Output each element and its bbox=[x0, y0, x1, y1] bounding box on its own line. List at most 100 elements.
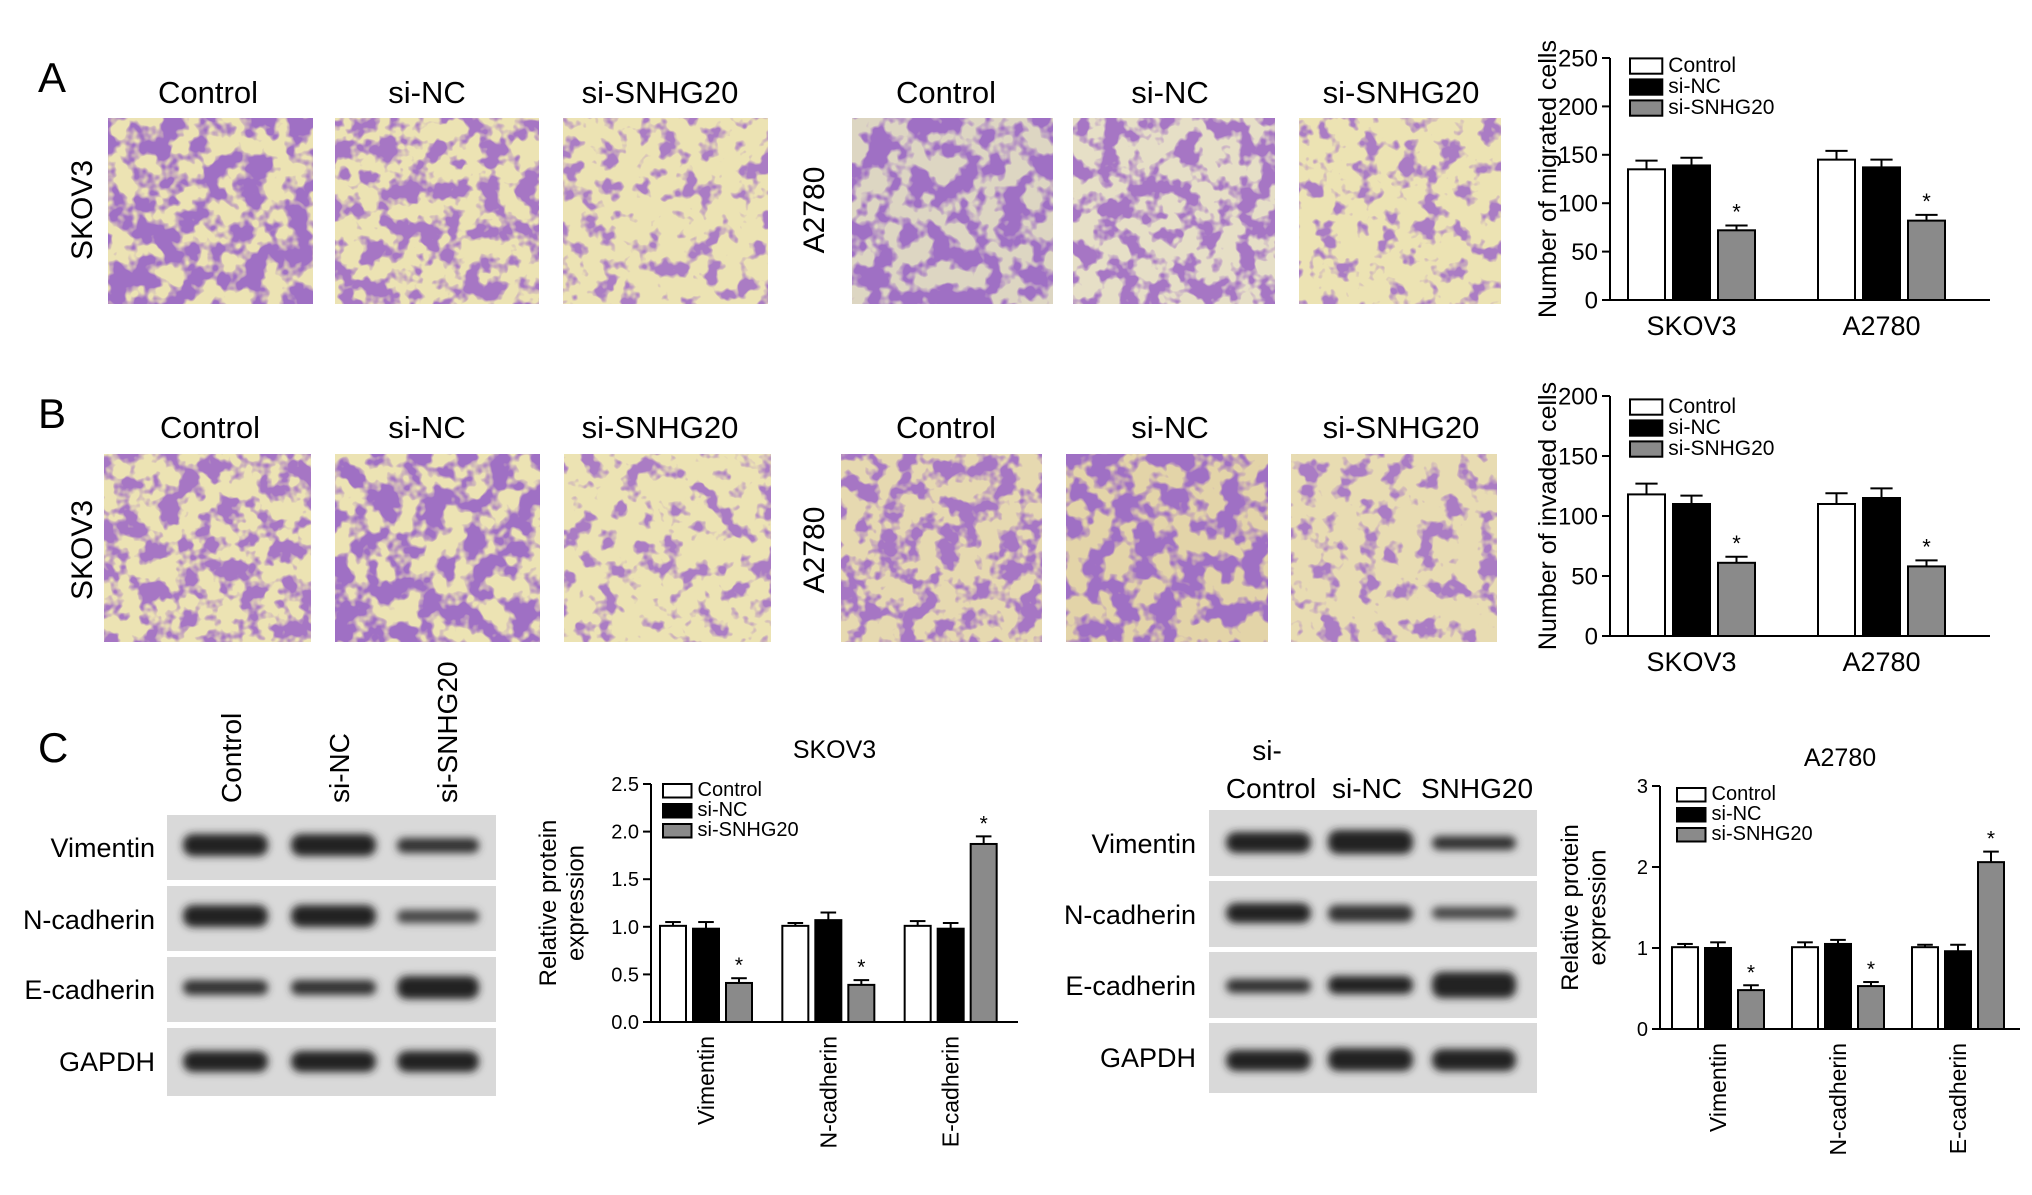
significance-asterisk: * bbox=[1732, 199, 1741, 224]
bar bbox=[725, 981, 753, 1024]
x-category-label: A2780 bbox=[1842, 647, 1920, 677]
panel-a-micrographs: Control si-NC si-SNHG20 Control si-NC si… bbox=[66, 75, 1501, 304]
legend-swatch bbox=[1629, 419, 1664, 437]
band bbox=[183, 905, 268, 927]
y-tick-label: 0.5 bbox=[611, 964, 639, 986]
y-axis-label: Relative protein bbox=[535, 820, 562, 987]
legend-swatch bbox=[1629, 78, 1664, 96]
micrograph-b-skov3-sinc bbox=[335, 454, 540, 642]
legend-label: si-NC bbox=[1668, 75, 1721, 98]
bar bbox=[659, 924, 687, 1024]
band bbox=[1226, 979, 1311, 993]
bar bbox=[969, 842, 998, 1024]
legend-label: si-NC bbox=[1712, 803, 1762, 825]
legend-swatch bbox=[1629, 99, 1664, 117]
x-category-label: Vimentin bbox=[1705, 1043, 1731, 1132]
bar bbox=[1862, 166, 1901, 301]
legend-swatch bbox=[1676, 787, 1707, 803]
y-tick-label: 0 bbox=[1585, 623, 1598, 650]
bar bbox=[1944, 950, 1972, 1030]
significance-asterisk: * bbox=[1922, 189, 1931, 214]
legend-swatch bbox=[1676, 827, 1707, 843]
micrograph-a-a2780-sisnhg20 bbox=[1299, 118, 1501, 304]
blot-right-lane-sinc: si-NC bbox=[1332, 773, 1402, 804]
legend-label: si-SNHG20 bbox=[1668, 96, 1774, 119]
bar bbox=[1672, 164, 1711, 301]
y-axis-label: Number of migrated cells bbox=[1534, 40, 1562, 318]
legend-swatch bbox=[1629, 440, 1664, 458]
x-category-label: SKOV3 bbox=[1646, 647, 1736, 677]
panel-a-group-label-sinc-a2780: si-NC bbox=[1131, 75, 1209, 110]
legend-swatch bbox=[1629, 57, 1664, 75]
micrograph-b-a2780-sinc bbox=[1066, 454, 1268, 642]
blot-right-lane-control: Control bbox=[1226, 773, 1316, 804]
blot-right-lane-sisnhg20-line1: si- bbox=[1252, 735, 1282, 766]
legend-label: si-SNHG20 bbox=[698, 819, 799, 841]
y-tick-label: 2.0 bbox=[611, 822, 639, 844]
blot-left-label-ncadherin: N-cadherin bbox=[23, 905, 155, 935]
band bbox=[1226, 903, 1311, 923]
y-axis-label: expression bbox=[563, 845, 590, 961]
panel-a-row-label-a2780: A2780 bbox=[798, 167, 831, 254]
y-tick-label: 100 bbox=[1558, 191, 1598, 218]
panel-a-group-label-sisnhg20-a2780: si-SNHG20 bbox=[1323, 75, 1480, 110]
x-category-label: A2780 bbox=[1842, 311, 1920, 341]
bar bbox=[1717, 229, 1756, 301]
significance-asterisk: * bbox=[1867, 958, 1875, 981]
y-tick-label: 3 bbox=[1637, 776, 1648, 798]
band bbox=[1432, 1049, 1516, 1071]
micrograph-a-skov3-control bbox=[108, 118, 313, 304]
band bbox=[1226, 1050, 1311, 1071]
legend-label: Control bbox=[1712, 783, 1776, 805]
y-tick-label: 2 bbox=[1637, 857, 1648, 879]
y-tick-label: 250 bbox=[1558, 45, 1598, 72]
panel-b-group-label-sisnhg20-skov3: si-SNHG20 bbox=[582, 410, 739, 445]
band bbox=[1328, 1048, 1413, 1071]
significance-asterisk: * bbox=[735, 954, 743, 977]
blot-left-lane-sisnhg20: si-SNHG20 bbox=[432, 661, 463, 803]
micrograph-a-skov3-sinc bbox=[335, 118, 539, 304]
micrograph-a-a2780-sinc bbox=[1073, 118, 1275, 304]
y-tick-label: 1 bbox=[1637, 938, 1648, 960]
y-tick-label: 0.0 bbox=[611, 1012, 639, 1034]
panel-b-group-label-sisnhg20-a2780: si-SNHG20 bbox=[1323, 410, 1480, 445]
panel-b-micrographs: Control si-NC si-SNHG20 Control si-NC si… bbox=[66, 410, 1497, 642]
bar bbox=[1672, 503, 1711, 637]
panel-a-group-label-sisnhg20-skov3: si-SNHG20 bbox=[582, 75, 739, 110]
bar bbox=[1907, 219, 1946, 301]
micrograph-a-a2780-control bbox=[852, 118, 1053, 304]
panel-b-group-label-sinc-skov3: si-NC bbox=[388, 410, 466, 445]
panel-b-group-label-control-skov3: Control bbox=[160, 410, 260, 445]
skov3-protein-bar-chart: 0.0 0.5 1.0 1.5 2.0 2.5 Relative protein expres… bbox=[535, 736, 1018, 1149]
x-category-label: Vimentin bbox=[693, 1036, 719, 1125]
panel-letter-a: A bbox=[38, 54, 66, 101]
bar bbox=[1671, 946, 1699, 1030]
significance-asterisk: * bbox=[857, 956, 865, 979]
x-category-label: N-cadherin bbox=[1825, 1043, 1851, 1156]
band bbox=[397, 1051, 479, 1072]
significance-asterisk: * bbox=[1747, 961, 1755, 984]
band bbox=[183, 834, 268, 856]
blot-right-label-ncadherin: N-cadherin bbox=[1064, 900, 1196, 930]
y-tick-label: 1.0 bbox=[611, 917, 639, 939]
band bbox=[183, 1051, 268, 1072]
significance-asterisk: * bbox=[1987, 828, 1995, 851]
a2780-protein-bar-chart: 0 1 2 3 Relative protein expression * * * Vimenti… bbox=[1557, 744, 2020, 1156]
micrograph-b-a2780-sisnhg20 bbox=[1291, 454, 1497, 642]
y-tick-label: 100 bbox=[1558, 503, 1598, 530]
y-axis-label: expression bbox=[1585, 849, 1612, 965]
panel-a-group-label-control-skov3: Control bbox=[158, 75, 258, 110]
legend-label: Control bbox=[1668, 54, 1736, 77]
y-tick-label: 0 bbox=[1637, 1019, 1648, 1041]
y-tick-label: 0 bbox=[1585, 287, 1598, 314]
bar bbox=[1627, 493, 1666, 637]
bar bbox=[1911, 946, 1939, 1030]
band bbox=[1328, 905, 1413, 922]
legend-label: si-NC bbox=[1668, 416, 1721, 439]
panel-a-row-label-skov3: SKOV3 bbox=[66, 160, 99, 260]
bar bbox=[1817, 503, 1856, 637]
panel-b-group-label-sinc-a2780: si-NC bbox=[1131, 410, 1209, 445]
